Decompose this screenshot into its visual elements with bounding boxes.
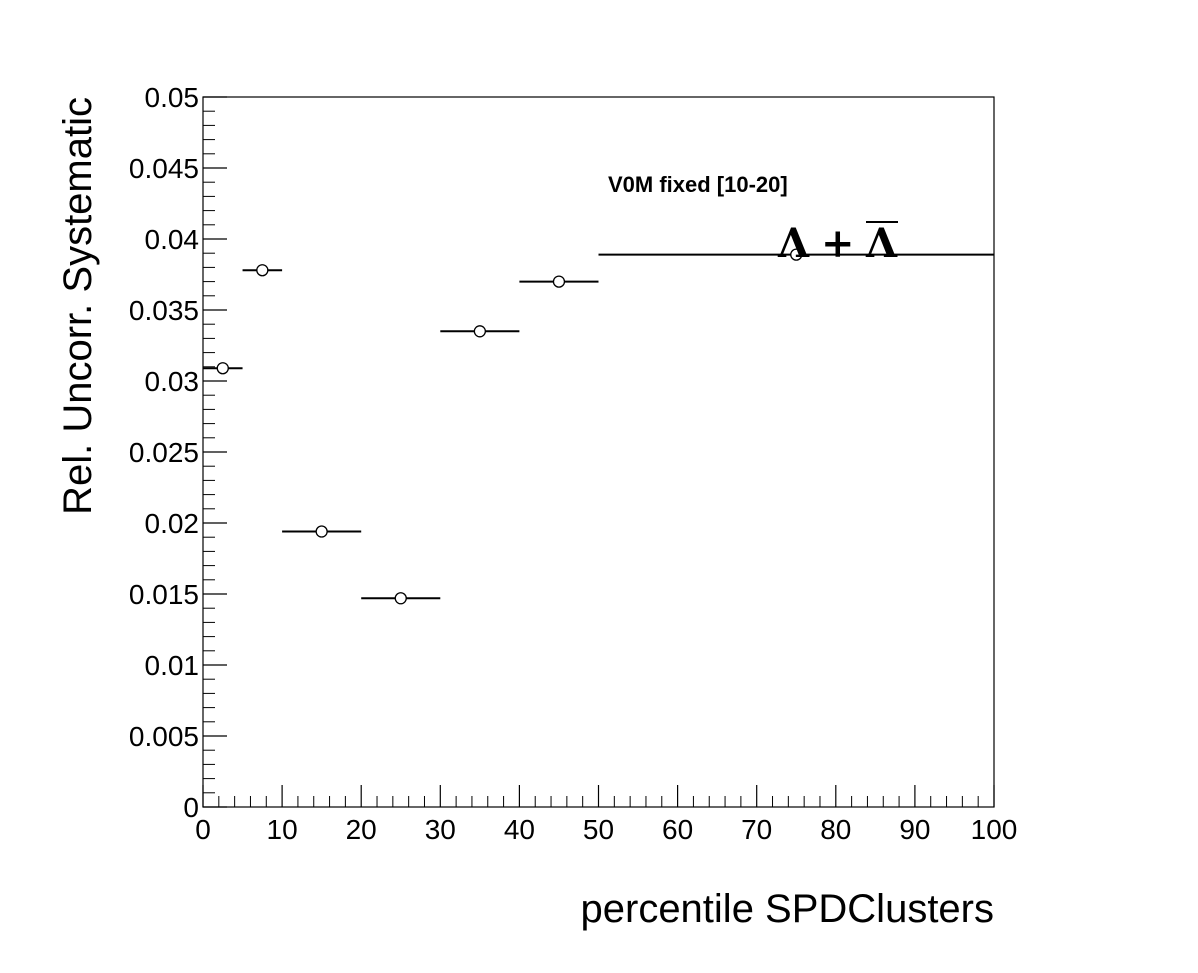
y-tick-label: 0.045 (129, 153, 199, 184)
x-tick-label: 70 (741, 814, 772, 845)
minor-ticks (203, 110, 979, 807)
error-bars (203, 253, 994, 600)
x-tick-label: 90 (899, 814, 930, 845)
x-tick-label: 10 (267, 814, 298, 845)
x-tick-labels: 0 10 20 30 40 50 60 70 80 90 100 (195, 814, 1017, 845)
x-tick-label: 40 (504, 814, 535, 845)
x-tick-label: 0 (195, 814, 211, 845)
data-point (216, 362, 229, 375)
data-point (790, 248, 803, 261)
selection-annotation: V0M fixed [10-20] (608, 172, 788, 197)
x-tick-label: 30 (425, 814, 456, 845)
y-tick-label: 0.015 (129, 579, 199, 610)
data-point (394, 592, 407, 605)
antilambda-label: Λ (865, 220, 898, 267)
x-tick-label: 50 (583, 814, 614, 845)
major-ticks (202, 96, 995, 808)
data-markers (216, 248, 803, 605)
y-tick-label: 0.05 (145, 82, 200, 113)
data-point (315, 525, 328, 538)
y-tick-label: 0.005 (129, 721, 199, 752)
data-point (256, 264, 269, 277)
plot-frame (202, 96, 995, 808)
y-tick-label: 0.02 (145, 508, 200, 539)
x-tick-label: 100 (971, 814, 1018, 845)
particle-label: Λ + Λ (777, 220, 898, 267)
y-tick-label: 0.01 (145, 650, 200, 681)
x-tick-label: 80 (820, 814, 851, 845)
x-tick-label: 20 (346, 814, 377, 845)
plus-sign: + (821, 220, 855, 267)
data-point (473, 325, 487, 338)
data-point (552, 275, 566, 288)
y-tick-label: 0.04 (145, 224, 200, 255)
y-tick-label: 0 (183, 792, 199, 823)
x-tick-label: 60 (662, 814, 693, 845)
y-tick-label: 0.035 (129, 295, 199, 326)
x-axis-title: percentile SPDClusters (581, 887, 995, 931)
lambda-label: Λ (777, 220, 810, 267)
y-tick-labels: 0 0.005 0.01 0.015 0.02 0.025 0.03 0.035 0.04 0.0… (129, 82, 199, 823)
y-tick-label: 0.03 (145, 366, 200, 397)
y-tick-label: 0.025 (129, 437, 199, 468)
y-axis-title: Rel. Uncorr. Systematic (56, 97, 100, 515)
